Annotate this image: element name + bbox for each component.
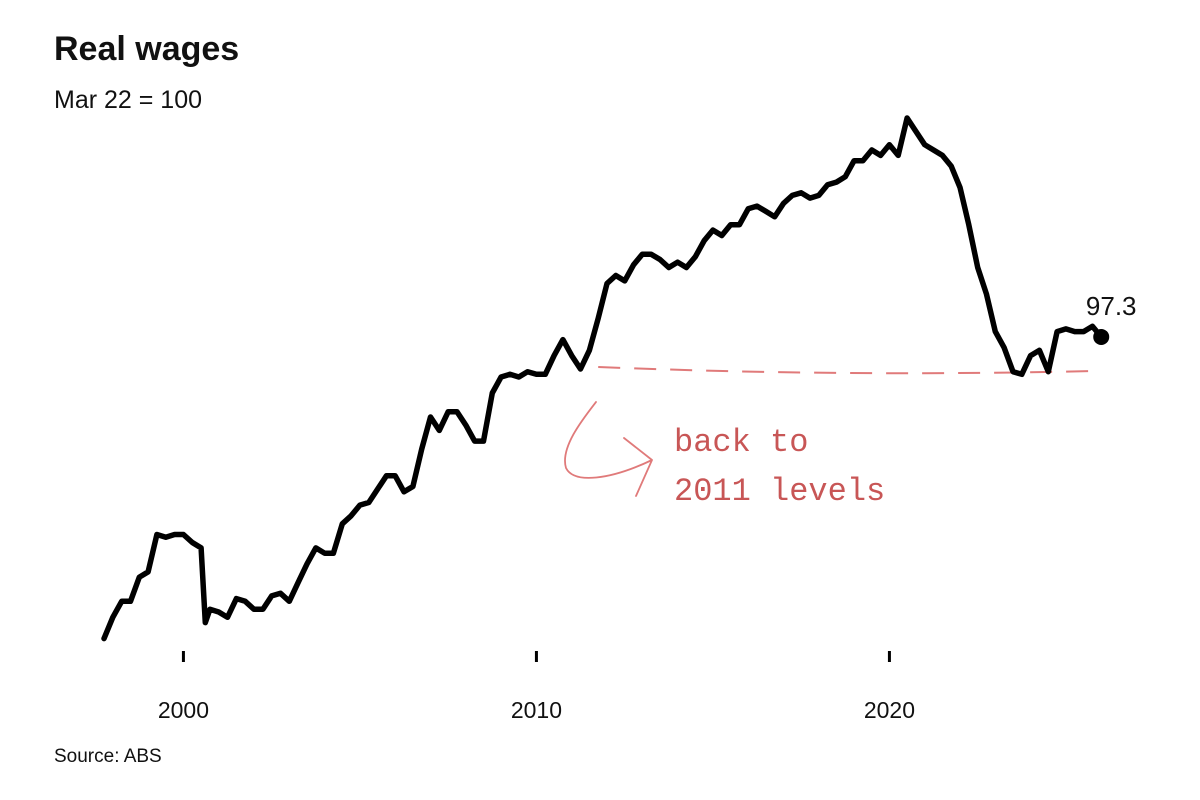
end-value-label: 97.3 bbox=[1086, 291, 1137, 321]
x-tick-label-2010: 2010 bbox=[511, 697, 562, 723]
series-line-real-wages bbox=[101, 115, 1104, 642]
chart-subtitle: Mar 22 = 100 bbox=[54, 86, 203, 114]
source-note: Source: ABS bbox=[54, 746, 162, 767]
annotation-line-2: 2011 levels bbox=[674, 473, 885, 510]
annotation-arrow bbox=[564, 401, 653, 497]
x-tick-label-2000: 2000 bbox=[158, 697, 209, 723]
x-tick-label-2020: 2020 bbox=[864, 697, 915, 723]
end-point-marker bbox=[1093, 328, 1110, 345]
chart-title: Real wages bbox=[54, 30, 240, 68]
x-axis: 2000 2010 2020 bbox=[158, 651, 915, 723]
annotation-line-1: back to bbox=[674, 424, 808, 461]
